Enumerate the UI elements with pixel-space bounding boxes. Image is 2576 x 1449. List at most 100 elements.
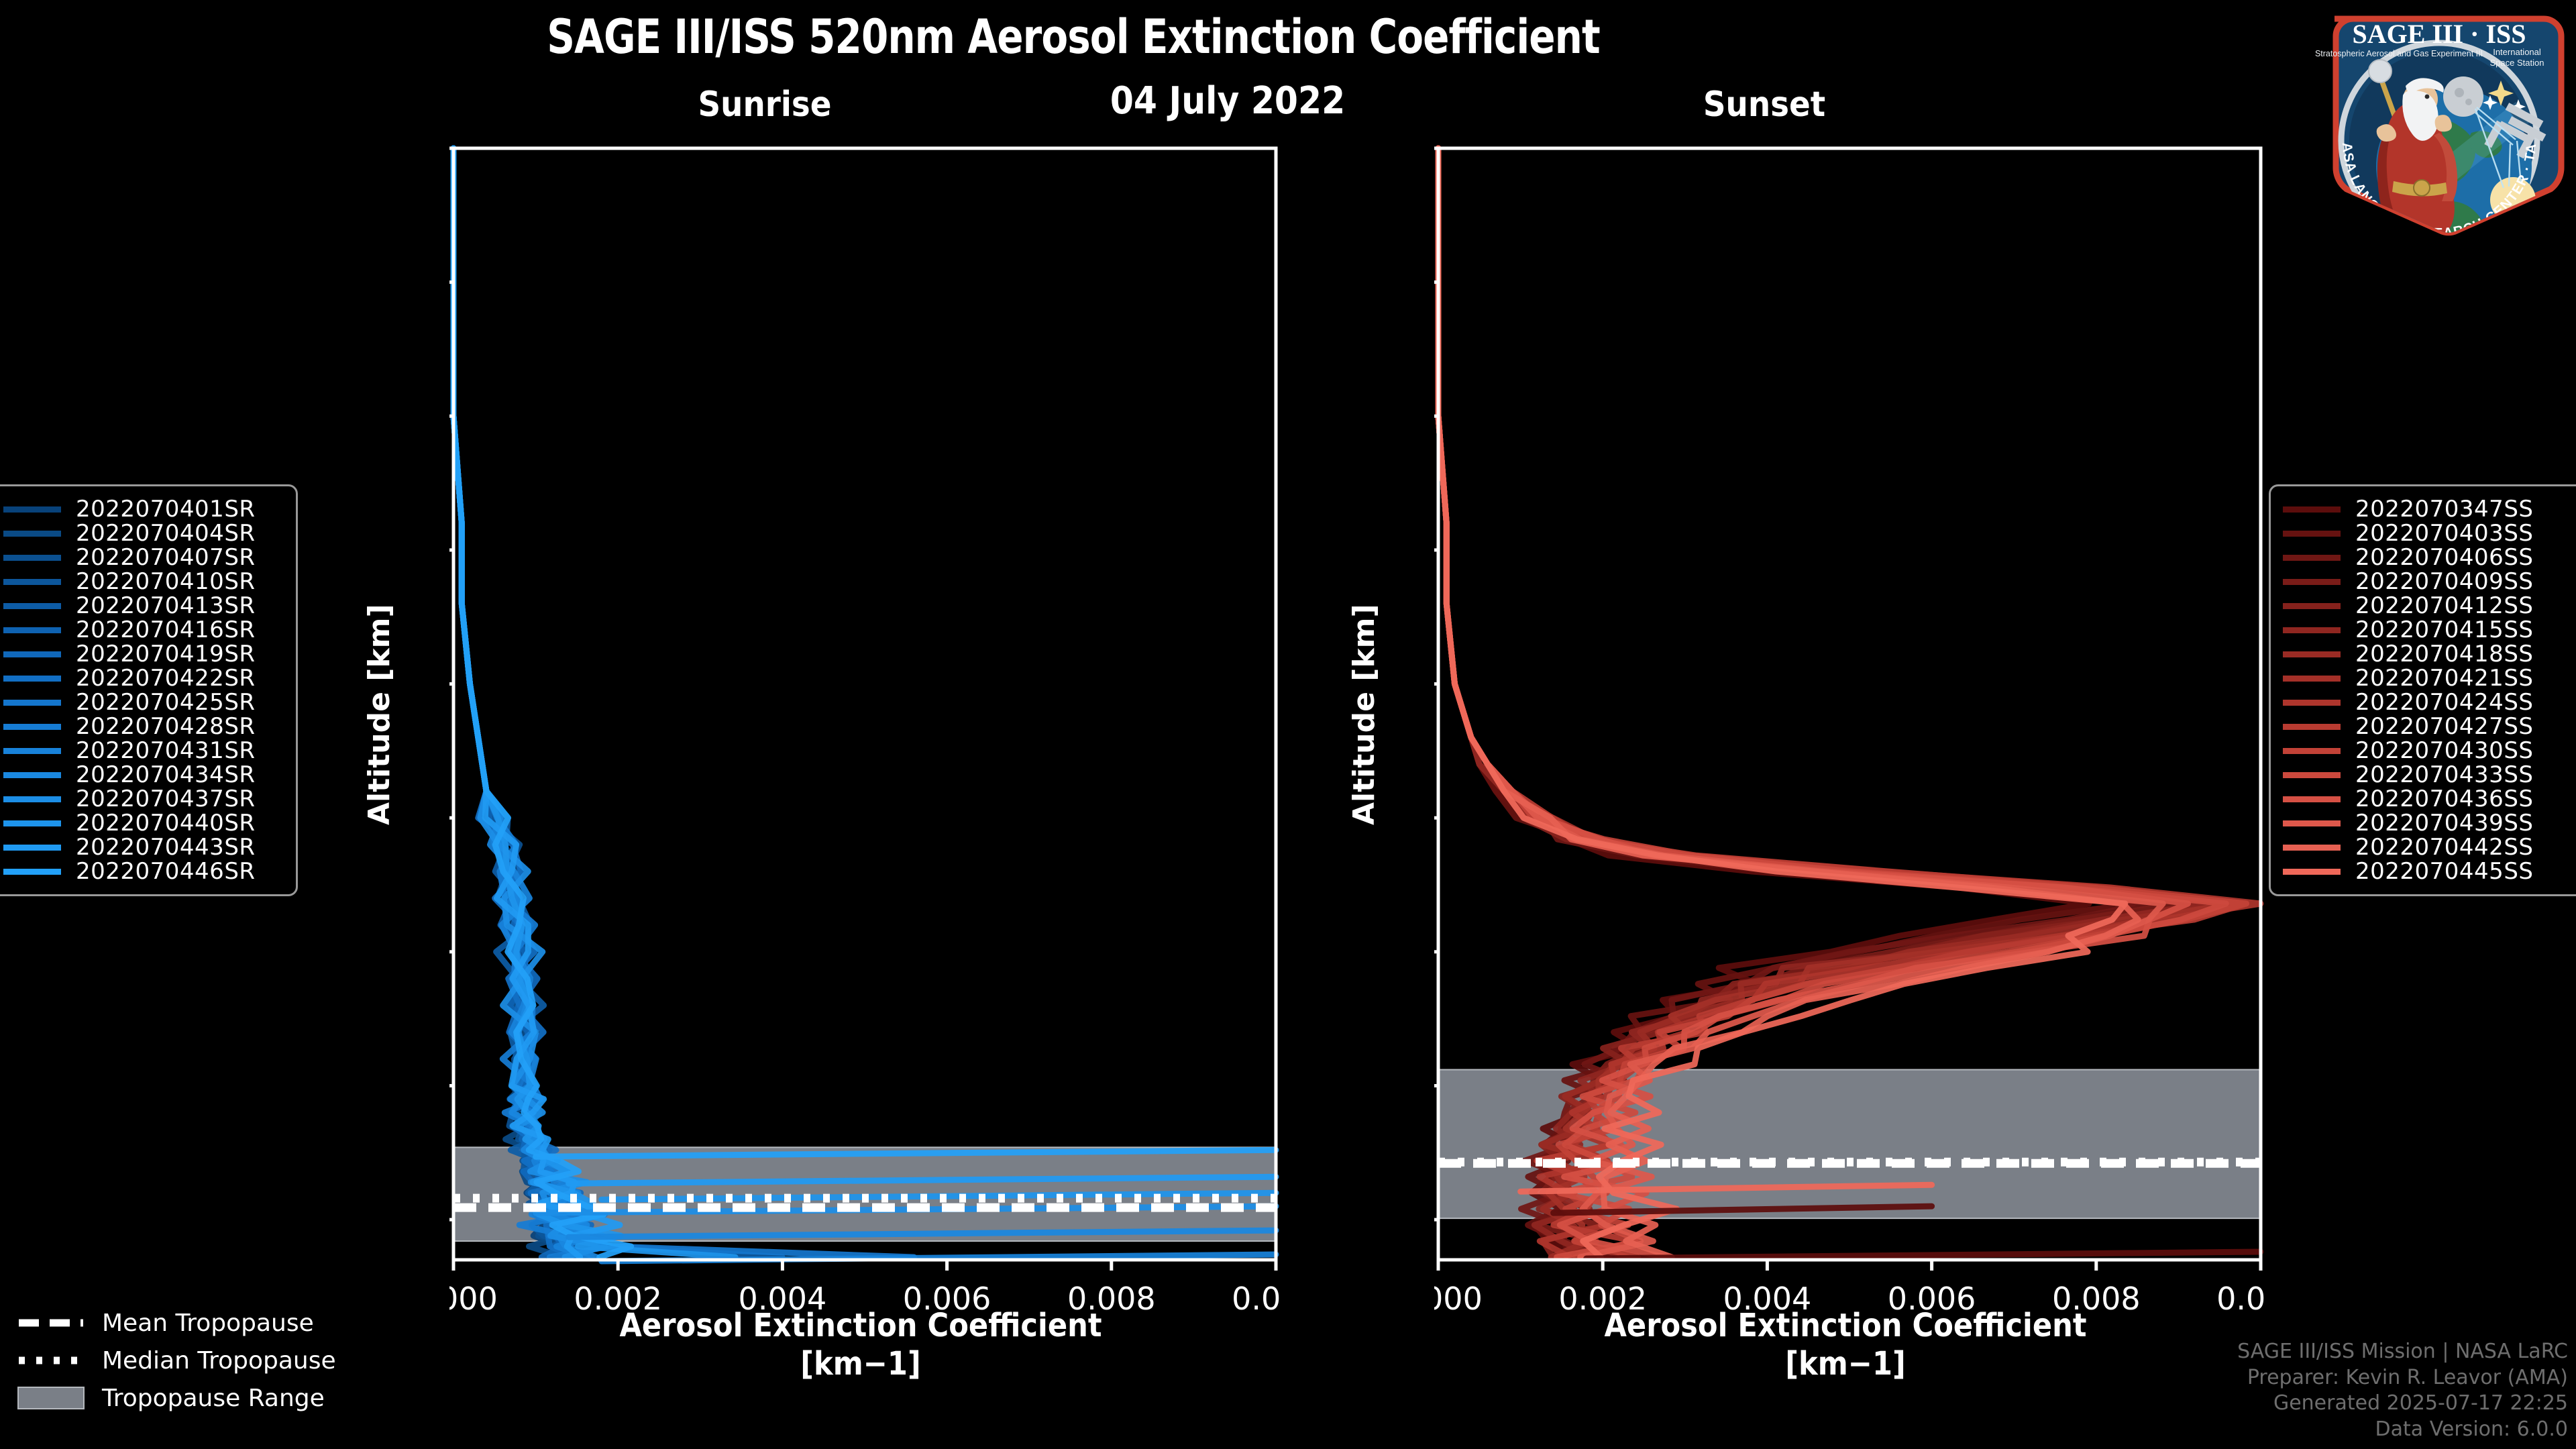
legend-item-2022070445SS[interactable]: 2022070445SS [2283,858,2573,885]
tropopause-range-label: Tropopause Range [102,1384,325,1412]
legend-item-label: 2022070440SR [76,810,256,837]
series-tail-excursion [1517,1181,1935,1195]
legend-item-2022070412SS[interactable]: 2022070412SS [2283,592,2573,619]
legend-color-swatch [2283,723,2341,730]
x-axis-tick-label: 0.004 [739,1281,827,1317]
legend-item-label: 2022070428SR [76,713,256,740]
legend-item-label: 2022070437SR [76,786,256,812]
legend-color-swatch [2283,651,2341,657]
legend-item-2022070407SR[interactable]: 2022070407SR [3,544,284,571]
series-tail-excursion [1550,1203,1935,1216]
legend-color-swatch [3,675,61,682]
legend-item-label: 2022070407SR [76,544,256,571]
x-axis-tick-label: 0.008 [1067,1281,1156,1317]
legend-item-label: 2022070422SR [76,665,256,692]
legend-color-swatch [3,506,61,513]
legend-item-2022070404SR[interactable]: 2022070404SR [3,520,284,547]
legend-color-swatch [2283,796,2341,802]
sunrise-x-axis-title: Aerosol Extinction Coefficient [km−1] [490,1307,1230,1383]
legend-color-swatch [3,868,61,875]
legend-color-swatch [2283,675,2341,682]
x-axis-tick-label: 0.006 [1888,1281,1976,1317]
legend-color-swatch [3,699,61,706]
sunset-series-legend[interactable]: 2022070347SS 2022070403SS 2022070406SS 2022… [2269,484,2576,896]
legend-item-2022070433SS[interactable]: 2022070433SS [2283,761,2573,788]
legend-item-label: 2022070403SS [2355,520,2534,547]
series-tail-excursion [566,1173,1279,1187]
legend-item-2022070430SS[interactable]: 2022070430SS [2283,737,2573,764]
legend-item-label: 2022070413SR [76,592,256,619]
plot-frame [1436,146,2263,1262]
sunset-x-axis-units: [km−1] [1785,1344,1906,1383]
patch-subtitle-right-2: Space Station [2490,58,2544,68]
legend-item-label: 2022070404SR [76,520,256,547]
legend-item-2022070401SR[interactable]: 2022070401SR [3,496,284,523]
legend-item-2022070440SR[interactable]: 2022070440SR [3,810,284,837]
x-axis-tick-label: 0.008 [2052,1281,2141,1317]
legend-color-swatch [3,554,61,561]
sunset-plot-panel: 1015202530354045500.0000.0020.0040.0060.… [1434,144,2265,1340]
legend-item-label: 2022070439SS [2355,810,2534,837]
panel-sunrise-svg: 1015202530354045500.0000.0020.0040.0060.… [449,145,1280,1317]
series-line [450,145,786,1260]
legend-item-2022070413SR[interactable]: 2022070413SR [3,592,284,619]
legend-item-2022070431SR[interactable]: 2022070431SR [3,737,284,764]
x-axis-tick-label: 0.002 [574,1281,662,1317]
credit-line-mission: SAGE III/ISS Mission | NASA LaRC [2237,1340,2568,1364]
legend-item-label: 2022070418SS [2355,641,2534,667]
sunset-x-axis-title-text: Aerosol Extinction Coefficient [1604,1307,2087,1344]
sunrise-x-axis-units: [km−1] [800,1344,921,1383]
legend-item-2022070428SR[interactable]: 2022070428SR [3,713,284,740]
legend-color-swatch [2283,771,2341,778]
legend-item-2022070419SR[interactable]: 2022070419SR [3,641,284,667]
legend-item-label: 2022070433SS [2355,761,2534,788]
legend-item-2022070409SS[interactable]: 2022070409SS [2283,568,2573,595]
sunrise-y-axis-title: Altitude [km] [362,604,396,825]
legend-item-2022070443SR[interactable]: 2022070443SR [3,834,284,861]
x-axis-tick-label: 0.004 [1723,1281,1812,1317]
legend-color-swatch [3,771,61,778]
legend-color-swatch [2283,530,2341,537]
legend-color-swatch [3,602,61,609]
sunrise-series-legend[interactable]: 2022070401SR 2022070404SR 2022070407SR 2022… [0,484,298,896]
series-line [450,145,635,1260]
legend-item-2022070439SS[interactable]: 2022070439SS [2283,810,2573,837]
tropopause-legend: Mean Tropopause Median Tropopause Tropop… [17,1304,336,1417]
series-tail-excursion [533,1146,1279,1160]
panel-sunset-svg: 1015202530354045500.0000.0020.0040.0060.… [1434,145,2265,1317]
legend-color-swatch [3,747,61,754]
median-tropopause-swatch [17,1352,85,1369]
legend-color-swatch [3,844,61,851]
legend-item-label: 2022070347SS [2355,496,2534,523]
legend-item-2022070437SR[interactable]: 2022070437SR [3,786,284,812]
legend-item-2022070421SS[interactable]: 2022070421SS [2283,665,2573,692]
sunrise-plot-panel: 1015202530354045500.0000.0020.0040.0060.… [449,144,1280,1340]
legend-item-2022070446SR[interactable]: 2022070446SR [3,858,284,885]
legend-item-2022070427SS[interactable]: 2022070427SS [2283,713,2573,740]
legend-row-tropopause-range: Tropopause Range [17,1379,336,1417]
legend-item-2022070425SR[interactable]: 2022070425SR [3,689,284,716]
legend-item-2022070406SS[interactable]: 2022070406SS [2283,544,2573,571]
legend-item-2022070436SS[interactable]: 2022070436SS [2283,786,2573,812]
legend-item-2022070410SR[interactable]: 2022070410SR [3,568,284,595]
legend-item-label: 2022070416SR [76,616,256,643]
series-tail-excursion [598,1189,1279,1203]
legend-item-2022070403SS[interactable]: 2022070403SS [2283,520,2573,547]
median-tropopause-label: Median Tropopause [102,1346,336,1375]
legend-color-swatch [2283,868,2341,875]
x-axis-tick-label: 0.000 [1434,1281,1483,1317]
legend-color-swatch [3,530,61,537]
legend-item-2022070442SS[interactable]: 2022070442SS [2283,834,2573,861]
legend-item-2022070418SS[interactable]: 2022070418SS [2283,641,2573,667]
legend-item-2022070416SR[interactable]: 2022070416SR [3,616,284,643]
legend-item-2022070424SS[interactable]: 2022070424SS [2283,689,2573,716]
legend-item-2022070434SR[interactable]: 2022070434SR [3,761,284,788]
legend-item-2022070347SS[interactable]: 2022070347SS [2283,496,2573,523]
tropopause-range-swatch [17,1387,85,1409]
legend-color-swatch [2283,554,2341,561]
legend-item-label: 2022070445SS [2355,858,2534,885]
mean-tropopause-swatch [17,1314,85,1332]
legend-item-2022070422SR[interactable]: 2022070422SR [3,665,284,692]
sunrise-panel-label: Sunrise [698,85,832,125]
legend-item-2022070415SS[interactable]: 2022070415SS [2283,616,2573,643]
